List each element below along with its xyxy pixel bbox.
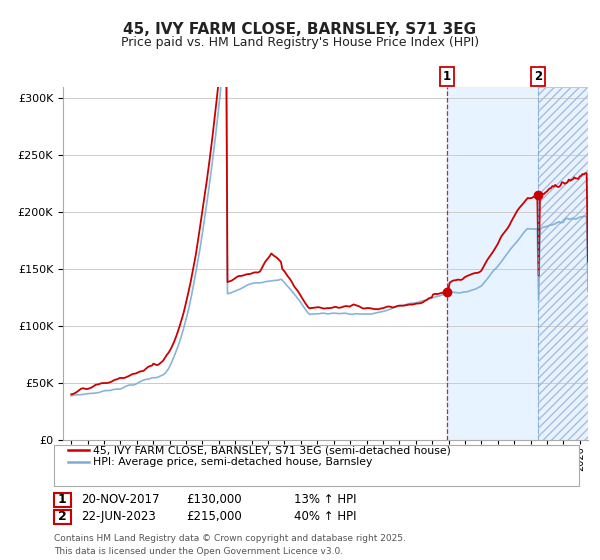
Text: Contains HM Land Registry data © Crown copyright and database right 2025.
This d: Contains HM Land Registry data © Crown c…: [54, 534, 406, 556]
Text: HPI: Average price, semi-detached house, Barnsley: HPI: Average price, semi-detached house,…: [93, 457, 373, 467]
Text: £130,000: £130,000: [186, 493, 242, 506]
Text: 2: 2: [58, 510, 67, 523]
Text: 45, IVY FARM CLOSE, BARNSLEY, S71 3EG: 45, IVY FARM CLOSE, BARNSLEY, S71 3EG: [124, 22, 476, 38]
Text: £215,000: £215,000: [186, 510, 242, 523]
Text: 40% ↑ HPI: 40% ↑ HPI: [294, 510, 356, 523]
Text: 45, IVY FARM CLOSE, BARNSLEY, S71 3EG (semi-detached house): 45, IVY FARM CLOSE, BARNSLEY, S71 3EG (s…: [93, 445, 451, 455]
Text: 1: 1: [443, 70, 451, 83]
Text: 13% ↑ HPI: 13% ↑ HPI: [294, 493, 356, 506]
Text: 22-JUN-2023: 22-JUN-2023: [81, 510, 156, 523]
Bar: [447, 87, 588, 440]
Text: 20-NOV-2017: 20-NOV-2017: [81, 493, 160, 506]
Text: Price paid vs. HM Land Registry's House Price Index (HPI): Price paid vs. HM Land Registry's House …: [121, 36, 479, 49]
Bar: [538, 87, 588, 440]
Text: 1: 1: [58, 493, 67, 506]
Text: 2: 2: [534, 70, 542, 83]
